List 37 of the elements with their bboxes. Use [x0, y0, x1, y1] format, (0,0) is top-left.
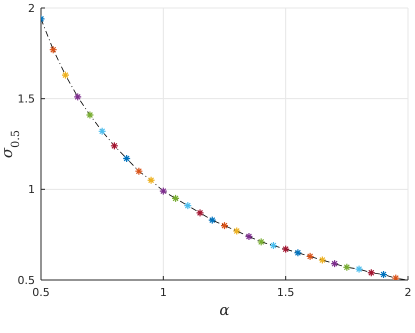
- y-tick-label: 1.5: [18, 92, 35, 106]
- x-axis-title: α: [219, 301, 230, 319]
- point: [122, 154, 131, 163]
- point: [367, 268, 376, 277]
- point: [196, 208, 204, 218]
- x-tick-label: 1.5: [276, 286, 294, 299]
- point: [330, 260, 339, 268]
- x-tick-label: 2: [404, 286, 412, 299]
- point: [269, 241, 278, 250]
- point: [110, 142, 118, 150]
- point: [244, 232, 254, 241]
- x-tick-label: 1: [160, 286, 167, 299]
- point: [184, 202, 192, 210]
- point: [208, 216, 216, 224]
- point: [379, 270, 388, 279]
- point: [354, 265, 364, 274]
- point: [171, 194, 180, 202]
- point: [392, 274, 400, 280]
- point: [220, 222, 229, 230]
- point: [49, 46, 58, 54]
- y-tick-label: 1: [28, 183, 35, 196]
- point: [282, 245, 290, 254]
- y-tick-label: 0.5: [18, 274, 35, 287]
- point: [232, 226, 241, 236]
- point: [61, 70, 70, 80]
- point: [134, 167, 143, 176]
- point: [86, 110, 94, 120]
- point: [306, 252, 314, 261]
- point: [318, 256, 326, 264]
- point: [342, 263, 351, 272]
- point: [147, 176, 156, 184]
- point: [294, 248, 302, 257]
- point: [159, 187, 168, 196]
- point: [98, 127, 106, 136]
- y-tick-label: 2: [28, 2, 35, 15]
- point: [74, 92, 82, 101]
- point: [257, 238, 266, 246]
